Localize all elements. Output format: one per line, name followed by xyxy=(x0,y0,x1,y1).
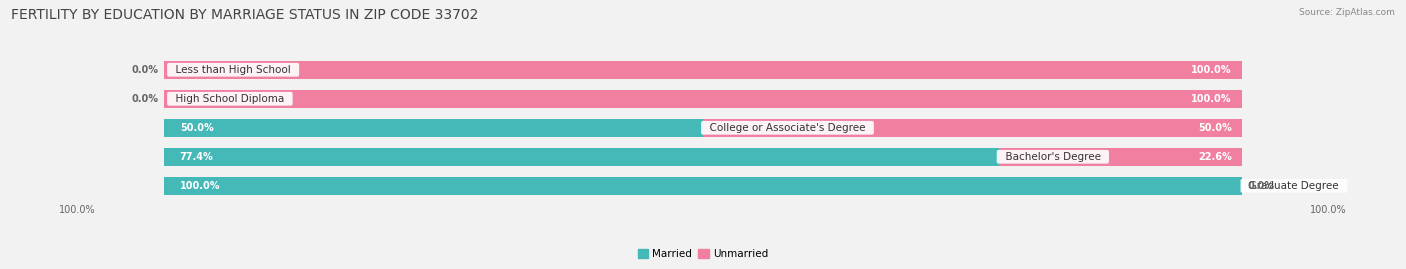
Text: Graduate Degree: Graduate Degree xyxy=(1243,181,1346,191)
Bar xyxy=(163,148,1243,166)
Bar xyxy=(163,119,703,137)
Text: 50.0%: 50.0% xyxy=(1198,123,1232,133)
Text: 100.0%: 100.0% xyxy=(1191,94,1232,104)
Bar xyxy=(163,119,1243,137)
Text: 0.0%: 0.0% xyxy=(131,65,159,75)
Text: High School Diploma: High School Diploma xyxy=(169,94,291,104)
Text: FERTILITY BY EDUCATION BY MARRIAGE STATUS IN ZIP CODE 33702: FERTILITY BY EDUCATION BY MARRIAGE STATU… xyxy=(11,8,478,22)
Text: 0.0%: 0.0% xyxy=(1247,181,1275,191)
Text: Bachelor's Degree: Bachelor's Degree xyxy=(998,152,1107,162)
Text: Source: ZipAtlas.com: Source: ZipAtlas.com xyxy=(1299,8,1395,17)
Bar xyxy=(998,148,1243,166)
Bar xyxy=(163,148,998,166)
Text: 100.0%: 100.0% xyxy=(180,181,221,191)
Bar xyxy=(163,177,1243,195)
Text: 100.0%: 100.0% xyxy=(1191,65,1232,75)
Bar xyxy=(703,119,1243,137)
Bar xyxy=(163,61,1243,79)
Text: College or Associate's Degree: College or Associate's Degree xyxy=(703,123,872,133)
Bar xyxy=(163,177,1243,195)
Bar xyxy=(163,90,1243,108)
Text: 0.0%: 0.0% xyxy=(131,94,159,104)
Text: 50.0%: 50.0% xyxy=(180,123,214,133)
Bar xyxy=(163,90,1243,108)
Bar xyxy=(163,61,1243,79)
Text: Less than High School: Less than High School xyxy=(169,65,297,75)
Text: 22.6%: 22.6% xyxy=(1198,152,1232,162)
Legend: Married, Unmarried: Married, Unmarried xyxy=(634,245,772,263)
Text: 77.4%: 77.4% xyxy=(180,152,214,162)
